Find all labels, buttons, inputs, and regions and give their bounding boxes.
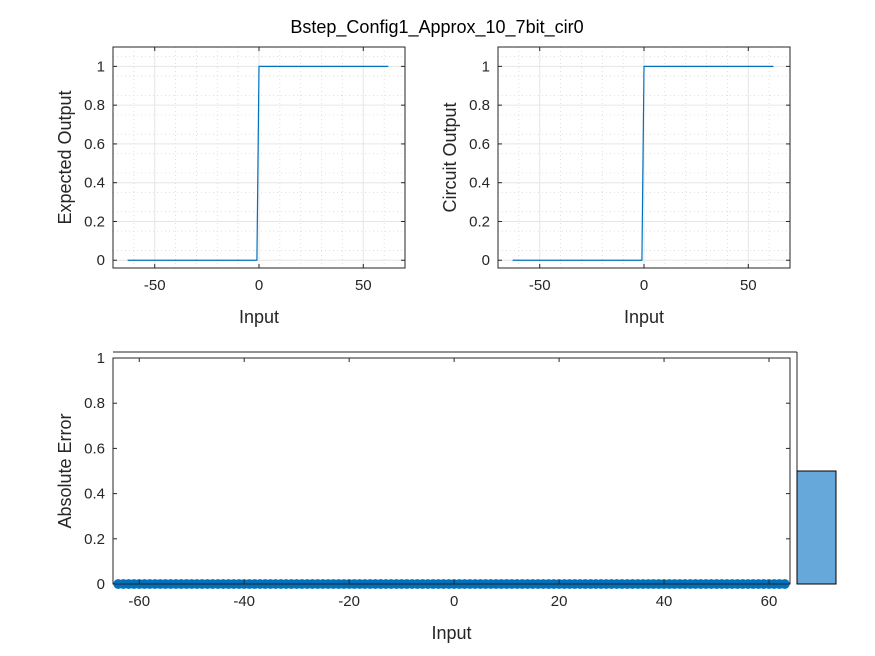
y-tick-label: 0 bbox=[97, 252, 105, 269]
axes-box bbox=[112, 357, 791, 585]
y-tick-label: 0.6 bbox=[84, 440, 105, 457]
circuit-output-plot: -50 0 50 0 0.2 0.4 0.6 0.8 1 Input Circuit Output bbox=[440, 46, 791, 327]
x-tick-label: -50 bbox=[529, 277, 551, 294]
y-tick-label: 0.8 bbox=[84, 97, 105, 114]
x-tick-label: -40 bbox=[233, 593, 255, 610]
y-tick-label: 0.4 bbox=[84, 486, 105, 503]
y-tick-label: 0.4 bbox=[84, 175, 105, 192]
expected-output-plot: -50 0 50 0 0.2 0.4 0.6 0.8 1 Input Expected Output bbox=[55, 46, 406, 327]
x-tick-label: -50 bbox=[144, 277, 166, 294]
y-tick-label: 0.8 bbox=[84, 395, 105, 412]
absolute-error-plot: -60 -40 -20 0 20 40 60 0 0.2 0.4 0.6 0.8 1 Input Absol… bbox=[55, 350, 791, 643]
histogram-bar bbox=[796, 470, 837, 585]
y-tick-label: 0.8 bbox=[469, 97, 490, 114]
x-axis-label: Input bbox=[239, 307, 279, 327]
x-tick-label: 0 bbox=[450, 593, 458, 610]
y-axis-label: Circuit Output bbox=[440, 102, 460, 212]
y-axis-label: Absolute Error bbox=[55, 413, 75, 528]
y-tick-label: 1 bbox=[482, 58, 490, 75]
y-tick-label: 0.6 bbox=[84, 136, 105, 153]
x-tick-label: 50 bbox=[355, 277, 372, 294]
data-series-line bbox=[127, 65, 389, 261]
x-tick-label: 40 bbox=[656, 593, 673, 610]
y-tick-label: 0.2 bbox=[84, 213, 105, 230]
data-series-line bbox=[512, 65, 774, 261]
x-axis-label: Input bbox=[624, 307, 664, 327]
y-tick-label: 0.2 bbox=[469, 213, 490, 230]
y-tick-label: 0 bbox=[97, 576, 105, 593]
x-tick-label: 60 bbox=[761, 593, 778, 610]
y-tick-label: 0.2 bbox=[84, 531, 105, 548]
y-axis-label: Expected Output bbox=[55, 90, 75, 224]
error-histogram bbox=[113, 351, 837, 585]
x-tick-label: 0 bbox=[255, 277, 263, 294]
x-tick-label: 0 bbox=[640, 277, 648, 294]
y-tick-label: 0.6 bbox=[469, 136, 490, 153]
figure-title: Bstep_Config1_Approx_10_7bit_cir0 bbox=[290, 17, 583, 38]
y-tick-label: 0 bbox=[482, 252, 490, 269]
y-tick-label: 1 bbox=[97, 58, 105, 75]
x-tick-label: 50 bbox=[740, 277, 757, 294]
x-tick-label: -20 bbox=[338, 593, 360, 610]
y-tick-label: 0.4 bbox=[469, 175, 490, 192]
x-tick-label: 20 bbox=[551, 593, 568, 610]
x-tick-label: -60 bbox=[128, 593, 150, 610]
y-tick-label: 1 bbox=[97, 350, 105, 367]
x-axis-label: Input bbox=[431, 623, 471, 643]
